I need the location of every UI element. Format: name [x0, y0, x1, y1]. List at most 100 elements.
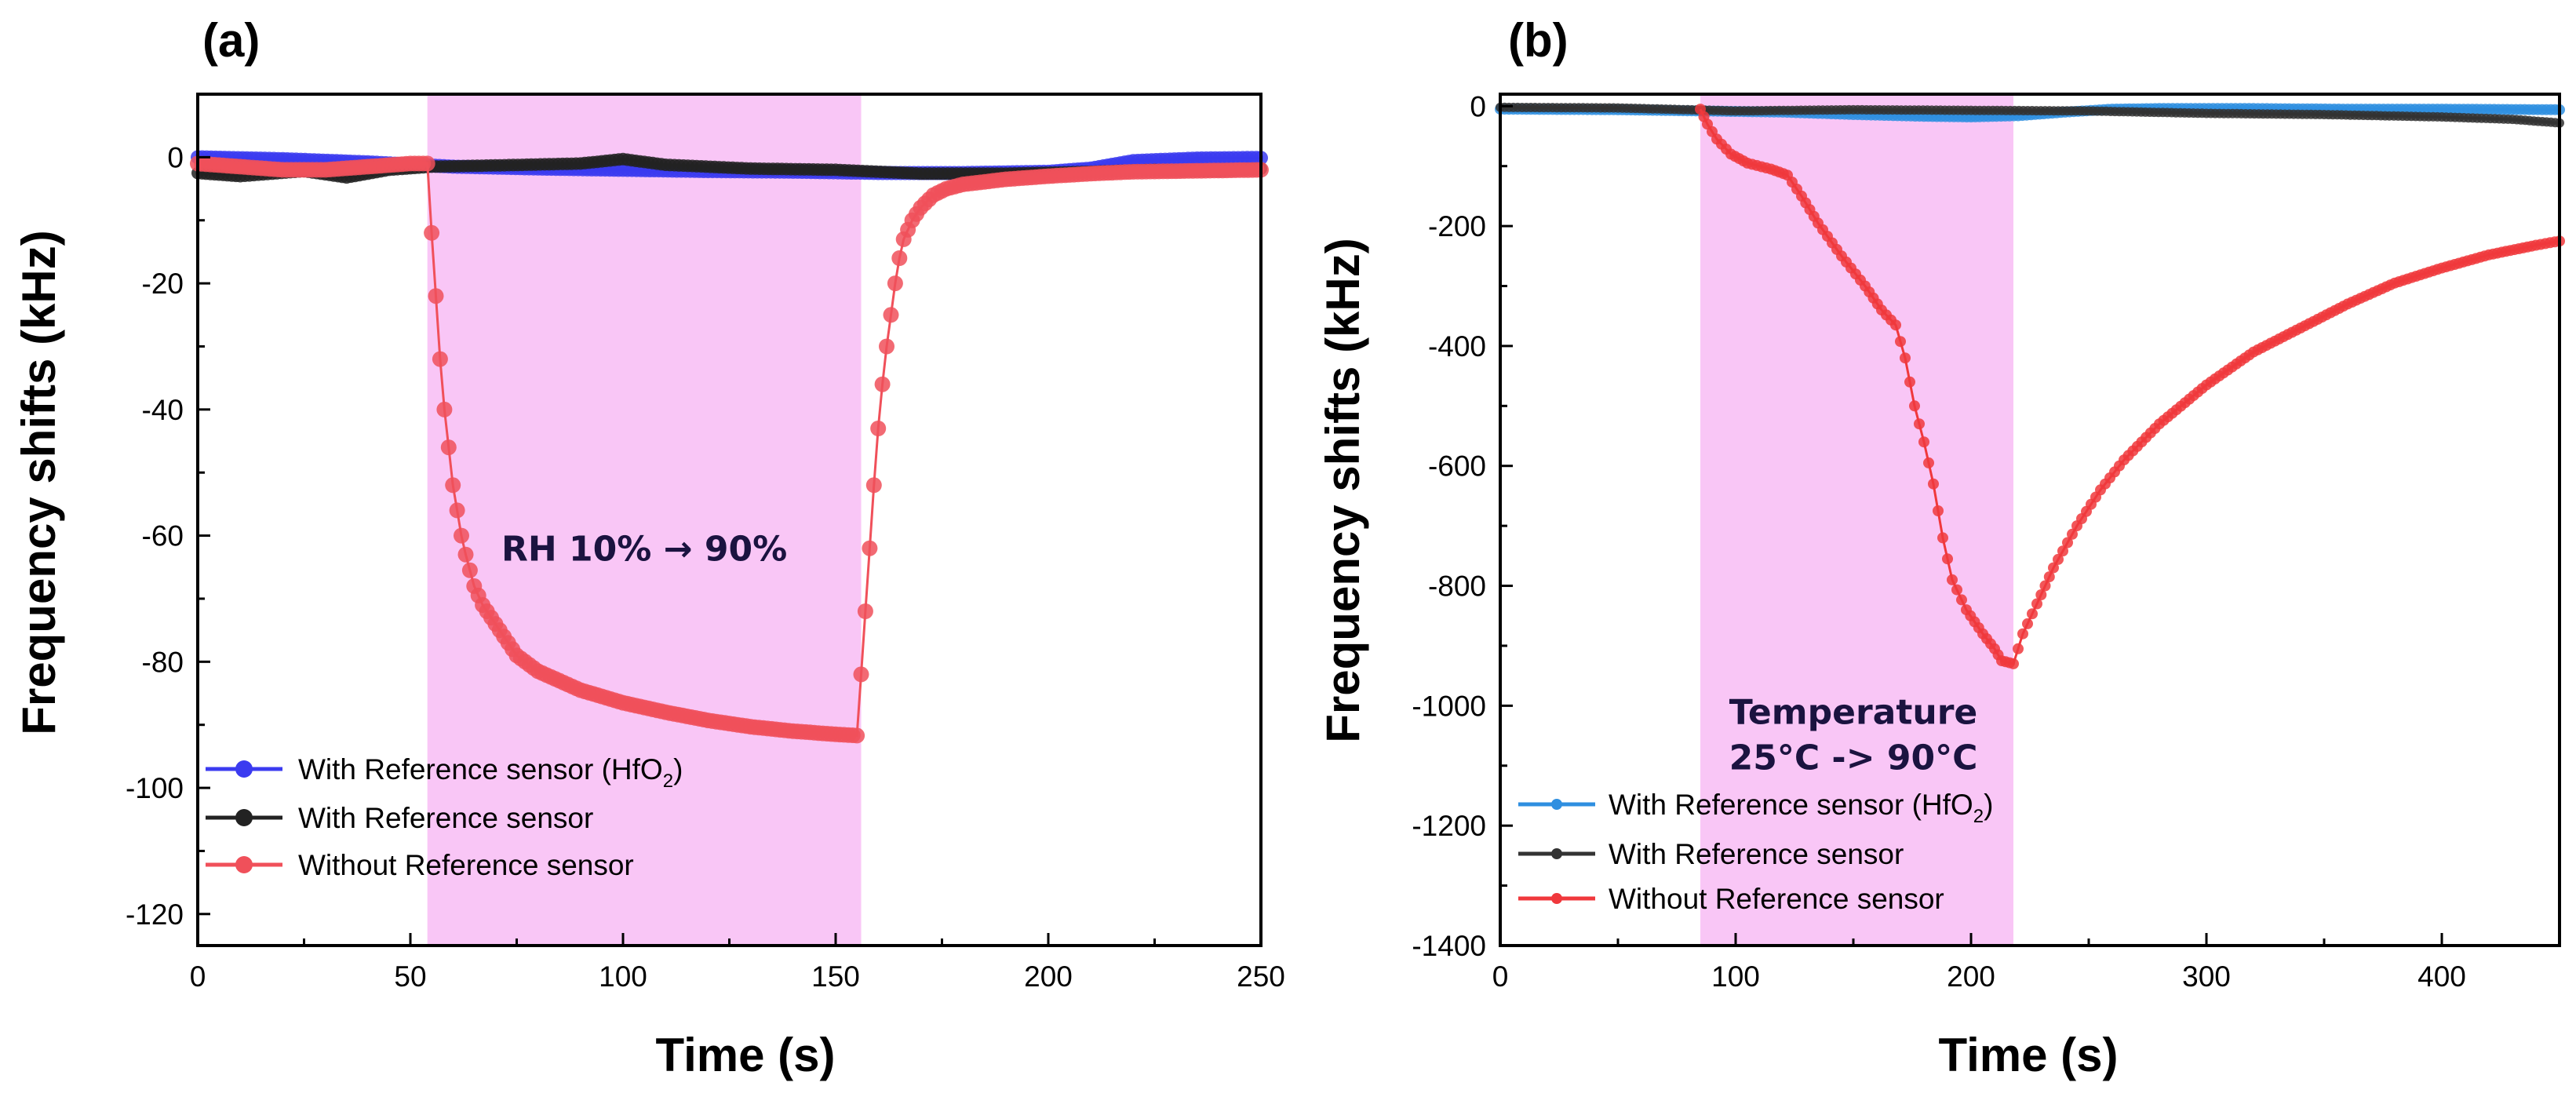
y-tick-label: -20: [142, 268, 184, 300]
x-axis-title-a: Time (s): [656, 1029, 836, 1081]
y-tick-label: -600: [1428, 450, 1486, 483]
series-3: [190, 155, 1269, 744]
data-point: [870, 421, 887, 436]
data-point: [862, 540, 878, 556]
y-axis-title-a: Frequency shifts (kHz): [13, 230, 65, 734]
x-axis-title-b: Time (s): [1939, 1029, 2119, 1081]
data-point: [1914, 418, 1925, 430]
data-point: [874, 376, 891, 392]
y-tick-label: -120: [126, 898, 184, 931]
data-point: [2017, 628, 2028, 640]
y-tick-label: 0: [167, 141, 184, 173]
legend-a-swatch-marker-1: [235, 760, 253, 778]
data-point: [1933, 505, 1944, 516]
data-point: [440, 439, 457, 456]
legend-a-label-2: With Reference sensor: [298, 802, 593, 834]
y-tick-label: -100: [126, 772, 184, 804]
x-tick-label: 300: [2182, 960, 2231, 993]
data-point: [2008, 658, 2019, 669]
data-point: [2039, 580, 2051, 592]
data-point: [2027, 608, 2038, 620]
legend-b: With Reference sensor (HfO2) With Refere…: [1518, 789, 1993, 915]
data-point: [461, 562, 478, 578]
data-point: [436, 401, 453, 417]
legend-a-entry-2: With Reference sensor: [206, 802, 593, 834]
data-point: [2048, 562, 2059, 574]
legend-b-swatch-marker-1: [1551, 799, 1562, 810]
ticks-a: 0 50 100 150 200 250 0 -20 -40 -60 -80 -100 -120: [126, 141, 1285, 993]
data-point: [865, 477, 882, 494]
y-tick-label: -1400: [1412, 930, 1486, 962]
data-point: [428, 288, 444, 304]
legend-b-swatch-marker-3: [1551, 893, 1562, 904]
data-point: [445, 477, 461, 494]
legend-b-swatch-marker-2: [1551, 848, 1562, 859]
panel-label-a: (a): [202, 14, 260, 67]
legend-a-entry-3: Without Reference sensor: [206, 849, 634, 881]
data-point: [857, 603, 873, 619]
data-point: [432, 351, 448, 367]
x-tick-label: 0: [190, 960, 206, 993]
data-point: [2062, 537, 2073, 548]
data-point: [887, 275, 903, 292]
y-tick-label: -60: [142, 520, 184, 552]
x-tick-label: 100: [599, 960, 647, 993]
data-point: [2057, 545, 2068, 557]
legend-a-entry-1: With Reference sensor (HfO2): [206, 753, 683, 792]
data-point: [1942, 553, 1953, 565]
data-point: [2035, 589, 2047, 600]
panel-label-b: (b): [1508, 14, 1569, 67]
x-tick-label: 200: [1947, 960, 1995, 993]
data-point: [1904, 376, 1915, 388]
y-tick-label: -80: [142, 646, 184, 678]
data-point: [419, 155, 435, 172]
y-tick-label: -1000: [1412, 690, 1486, 722]
y-axis-title-b: Frequency shifts (kHz): [1317, 238, 1369, 742]
highlight-band-a: [427, 94, 862, 946]
legend-a-swatch-marker-2: [235, 809, 253, 826]
plot-frame-b: [1499, 93, 2561, 947]
data-point: [849, 727, 865, 744]
legend-b-label-2: With Reference sensor: [1609, 838, 1904, 870]
y-tick-label: -1200: [1412, 810, 1486, 842]
y-tick-label: 0: [1470, 90, 1486, 122]
x-tick-label: 200: [1024, 960, 1073, 993]
data-point: [2031, 598, 2042, 610]
x-tick-label: 250: [1237, 960, 1285, 993]
y-tick-label: -800: [1428, 570, 1486, 603]
data-point: [449, 502, 465, 519]
highlight-band-b: [1700, 94, 2013, 946]
y-tick-label: -40: [142, 394, 184, 426]
data-point: [1918, 436, 1929, 448]
panel-b: 0 100 200 300 400 0 -200 -400 -600 -800 -1000 -1200…: [1317, 14, 2565, 1081]
y-tick-label: -400: [1428, 330, 1486, 363]
legend-a: With Reference sensor (HfO2) With Refere…: [206, 753, 683, 881]
data-point: [2053, 553, 2064, 565]
data-point: [853, 666, 869, 683]
data-point: [424, 224, 440, 241]
y-tick-label: -200: [1428, 210, 1486, 242]
series-group-a: [190, 150, 1269, 744]
x-tick-label: 400: [2418, 960, 2466, 993]
data-point: [1895, 336, 1906, 348]
legend-a-swatch-marker-3: [235, 856, 253, 873]
series-3: [1695, 104, 2565, 669]
annotation-b-line-2: 25°C -> 90°C: [1729, 738, 1978, 778]
data-point: [1937, 532, 1948, 544]
legend-a-label-3: Without Reference sensor: [298, 849, 634, 881]
series-group-b: [1495, 102, 2565, 669]
data-point: [1923, 457, 1934, 468]
data-point: [1890, 319, 1901, 331]
data-point: [879, 338, 894, 355]
data-point: [1951, 584, 1962, 596]
legend-b-label-3: Without Reference sensor: [1609, 883, 1944, 915]
data-point: [1956, 594, 1967, 606]
annotation-b-line-1: Temperature: [1729, 692, 1978, 732]
data-point: [2022, 618, 2033, 629]
data-point: [1900, 352, 1911, 364]
x-tick-label: 0: [1492, 960, 1509, 993]
data-point: [1928, 478, 1939, 490]
data-point: [454, 527, 469, 544]
panel-a: 0 50 100 150 200 250 0 -20 -40 -60 -80 -100 -120 (a)…: [13, 14, 1285, 1081]
